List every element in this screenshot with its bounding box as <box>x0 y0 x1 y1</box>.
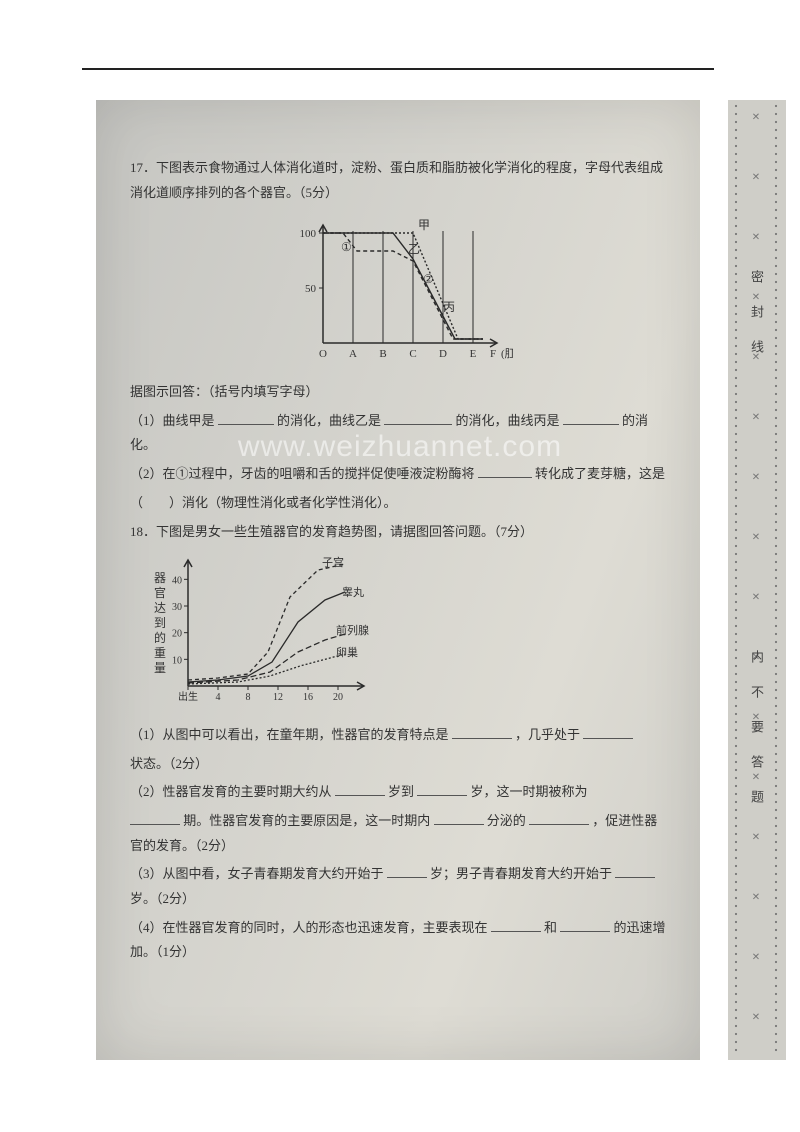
svg-text:E: E <box>470 348 477 360</box>
q17-1a: （1）曲线甲是 <box>130 413 215 428</box>
blank <box>583 726 633 739</box>
svg-text:甲: 甲 <box>418 218 430 232</box>
svg-text:官: 官 <box>154 585 166 600</box>
blank <box>563 412 619 425</box>
q18-p2: （2）性器官发育的主要时期大约从 岁到 岁，这一时期被称为 <box>130 780 666 805</box>
q18-2a: （2）性器官发育的主要时期大约从 <box>130 784 332 799</box>
svg-text:达: 达 <box>154 601 166 615</box>
svg-text:O: O <box>319 348 327 360</box>
svg-text:A: A <box>349 348 357 360</box>
svg-text:丙: 丙 <box>443 300 455 314</box>
binding-text-2: 内不要答题 <box>747 650 766 825</box>
q17-line2: （2）在①过程中，牙齿的咀嚼和舌的搅拌促使唾液淀粉酶将 转化成了麦芽糖，这是 <box>130 462 666 487</box>
svg-text:✕: ✕ <box>752 1012 760 1023</box>
svg-text:F: F <box>490 348 496 360</box>
q18-4a: （4）在性器官发育的同时，人的形态也迅速发育，主要表现在 <box>130 920 488 935</box>
svg-text:✕: ✕ <box>752 112 760 123</box>
svg-text:40: 40 <box>172 576 182 587</box>
q18-2b: 岁到 <box>388 784 414 799</box>
blank <box>615 865 655 878</box>
svg-text:20: 20 <box>172 629 182 640</box>
svg-text:10: 10 <box>172 656 182 667</box>
svg-text:✕: ✕ <box>752 832 760 843</box>
q18-p2b: 期。性器官发育的主要原因是，这一时期内 分泌的 ，促进性器官的发育。（2分） <box>130 809 666 858</box>
svg-text:✕: ✕ <box>752 592 760 603</box>
q18-intro: 18．下图是男女一些生殖器官的发育趋势图，请据图回答问题。（7分） <box>130 520 666 545</box>
q18-1a: （1）从图中可以看出，在童年期，性器官的发育特点是 <box>130 727 449 742</box>
q17-1b: 的消化，曲线乙是 <box>277 413 381 428</box>
blank <box>417 783 467 796</box>
svg-text:B: B <box>379 348 386 360</box>
svg-text:重: 重 <box>154 646 166 660</box>
svg-text:卵巢: 卵巢 <box>336 646 358 659</box>
svg-text:50: 50 <box>305 283 317 295</box>
q18-1b: ，几乎处于 <box>515 727 580 742</box>
svg-text:D: D <box>439 348 447 360</box>
svg-text:8: 8 <box>246 692 251 702</box>
blank <box>387 865 427 878</box>
svg-text:✕: ✕ <box>752 892 760 903</box>
q18-p3: （3）从图中看，女子青春期发育大约开始于 岁；男子青春期发育大约开始于 岁。（2… <box>130 862 666 911</box>
q17-2a: （2）在①过程中，牙齿的咀嚼和舌的搅拌促使唾液淀粉酶将 <box>130 466 475 481</box>
blank <box>335 783 385 796</box>
svg-text:✕: ✕ <box>752 532 760 543</box>
svg-text:出生: 出生 <box>178 690 198 702</box>
q18-3c: 岁。（2分） <box>130 891 195 906</box>
blank <box>529 812 589 825</box>
svg-text:C: C <box>409 348 416 360</box>
svg-text:①: ① <box>341 240 352 254</box>
q18-chart: 10203040器官达到的重量出生48121620年龄(岁)子宫睾丸前列腺卵巢 <box>140 552 400 702</box>
q18-chart-wrap: 10203040器官达到的重量出生48121620年龄(岁)子宫睾丸前列腺卵巢 <box>140 552 666 711</box>
svg-text:✕: ✕ <box>752 172 760 183</box>
q17-1c: 的消化，曲线丙是 <box>456 413 560 428</box>
blank <box>452 726 512 739</box>
svg-text:乙: 乙 <box>408 242 420 256</box>
q18-4b: 和 <box>544 920 557 935</box>
svg-text:30: 30 <box>172 602 182 613</box>
q17-line1: （1）曲线甲是 的消化，曲线乙是 的消化，曲线丙是 的消化。 <box>130 409 666 458</box>
q18-1c: 状态。（2分） <box>130 752 666 777</box>
q18-2d: 期。性器官发育的主要原因是，这一时期内 <box>183 813 430 828</box>
blank <box>491 919 541 932</box>
q17-line2c: （ ）消化（物理性消化或者化学性消化）。 <box>130 491 666 516</box>
svg-text:20: 20 <box>333 692 343 702</box>
svg-text:前列腺: 前列腺 <box>336 623 369 637</box>
q18-p4: （4）在性器官发育的同时，人的形态也迅速发育，主要表现在 和 的迅速增加。（1分… <box>130 916 666 965</box>
blank <box>560 919 610 932</box>
q18-3b: 岁；男子青春期发育大约开始于 <box>430 866 612 881</box>
exam-paper: 17．下图表示食物通过人体消化道时，淀粉、蛋白质和脂肪被化学消化的程度，字母代表… <box>96 100 700 1060</box>
q17-2b: 转化成了麦芽糖，这是 <box>535 466 665 481</box>
svg-text:16: 16 <box>303 692 313 702</box>
q17-chart-wrap: 100 50 O A B C D E F (肛门) 甲乙丙 ① ② <box>130 211 666 370</box>
q18-2e: 分泌的 <box>487 813 526 828</box>
q17-chart: 100 50 O A B C D E F (肛门) 甲乙丙 ① ② <box>283 211 513 361</box>
blank <box>218 412 274 425</box>
svg-text:✕: ✕ <box>752 232 760 243</box>
svg-text:到: 到 <box>154 616 166 630</box>
svg-text:100: 100 <box>300 228 317 240</box>
svg-text:量: 量 <box>154 661 166 675</box>
q17-prompt: 据图示回答：（括号内填写字母） <box>130 380 666 405</box>
svg-text:器: 器 <box>154 571 166 585</box>
svg-text:✕: ✕ <box>752 412 760 423</box>
q18-3a: （3）从图中看，女子青春期发育大约开始于 <box>130 866 384 881</box>
svg-text:的: 的 <box>154 630 166 645</box>
svg-text:睾丸: 睾丸 <box>342 585 364 599</box>
blank <box>434 812 484 825</box>
svg-text:②: ② <box>423 272 434 286</box>
blank <box>130 812 180 825</box>
svg-text:子宫: 子宫 <box>322 555 344 569</box>
binding-strip: ✕✕✕✕✕✕✕✕✕✕✕✕✕✕✕✕ 密封线 内不要答题 <box>728 100 786 1060</box>
binding-text-1: 密封线 <box>747 270 766 375</box>
svg-text:12: 12 <box>273 692 283 702</box>
svg-text:4: 4 <box>216 692 221 702</box>
q18-p1: （1）从图中可以看出，在童年期，性器官的发育特点是 ，几乎处于 <box>130 723 666 748</box>
blank <box>478 465 532 478</box>
svg-text:✕: ✕ <box>752 472 760 483</box>
q17-intro: 17．下图表示食物通过人体消化道时，淀粉、蛋白质和脂肪被化学消化的程度，字母代表… <box>130 156 666 205</box>
q18-2c: 岁，这一时期被称为 <box>471 784 588 799</box>
svg-text:✕: ✕ <box>752 952 760 963</box>
blank <box>384 412 452 425</box>
svg-text:(肛门): (肛门) <box>501 346 513 360</box>
